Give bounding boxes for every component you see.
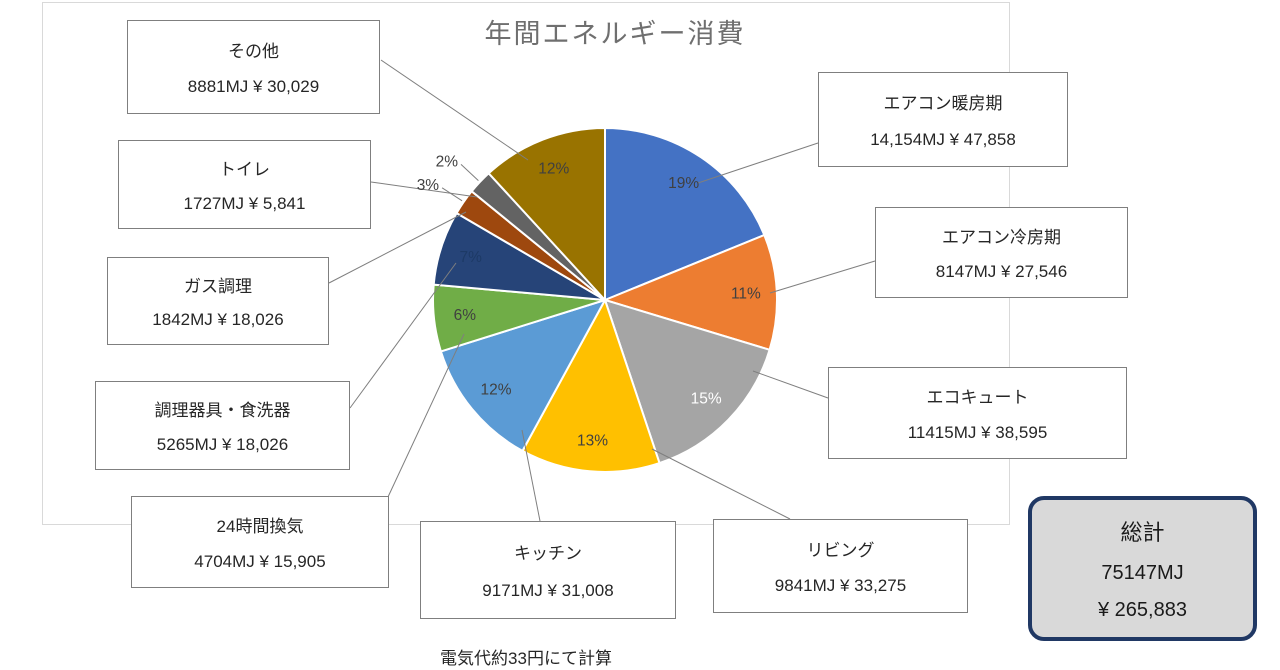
leader-line-toilet [370, 181, 478, 198]
callout-label: エコキュート [926, 388, 1029, 407]
pie-slice-pct-label: 7% [459, 249, 482, 266]
callout-cooking-appliances: 調理器具・食洗器 5265MJ ¥ 18,026 [95, 381, 350, 470]
callout-label: トイレ [219, 160, 270, 179]
callout-value: 9841MJ ¥ 33,275 [774, 576, 907, 596]
callout-other: その他 8881MJ ¥ 30,029 [127, 20, 380, 114]
total-label: 総計 [1120, 519, 1165, 545]
leader-line-ecocute [752, 370, 829, 399]
callout-label: ガス調理 [184, 276, 252, 296]
callout-value: 9171MJ ¥ 31,008 [482, 581, 614, 600]
total-box: 総計 75147MJ ¥ 265,883 [1028, 496, 1257, 641]
pie-slice-エアコン冷房期 [602, 233, 778, 352]
callout-gas-cooking: ガス調理 1842MJ ¥ 18,026 [107, 257, 329, 345]
pie-slice-pct-label: 12% [480, 382, 511, 399]
callout-ecocute: エコキュート 11415MJ ¥ 38,595 [828, 367, 1127, 459]
leader-line-other [380, 59, 529, 161]
pie-slice-pct-label: 13% [577, 433, 608, 450]
leader-line-ac-heating [697, 142, 819, 184]
callout-kitchen: キッチン 9171MJ ¥ 31,008 [420, 521, 676, 619]
callout-value: 8147MJ ¥ 27,546 [935, 262, 1068, 282]
pie-slice-pct-label: 15% [691, 390, 722, 407]
pie-slice-エアコン暖房期 [604, 126, 766, 302]
pie-slice-その他 [487, 126, 606, 303]
pie-slice-リビング [521, 297, 661, 473]
leader-line-living [651, 448, 791, 520]
pct-leader-line [441, 187, 463, 202]
callout-label: 24時間換気 [216, 517, 304, 536]
callout-value: 8881MJ ¥ 30,029 [187, 77, 320, 97]
pie-slice-pct-label: 11% [731, 285, 761, 302]
pie-percentage-labels-group: 19% 11% 15% 13% 12% 6% 7% 3% 2% 12% [417, 153, 761, 449]
pie-slice-pct-label: 2% [436, 153, 459, 170]
callout-label: その他 [228, 41, 279, 61]
callout-label: リビング [806, 540, 875, 560]
callout-value: 4704MJ ¥ 15,905 [194, 552, 326, 571]
callout-label: 調理器具・食洗器 [154, 401, 291, 420]
callout-value: 1842MJ ¥ 18,026 [152, 310, 284, 330]
callout-value: 14,154MJ ¥ 47,858 [870, 130, 1016, 149]
callout-ac-heating: エアコン暖房期 14,154MJ ¥ 47,858 [818, 72, 1068, 167]
callout-label: エアコン冷房期 [942, 227, 1061, 247]
callout-value: 11415MJ ¥ 38,595 [907, 423, 1048, 442]
chart-title: 年間エネルギー消費 [484, 19, 746, 49]
total-cost: ¥ 265,883 [1098, 599, 1187, 622]
callout-value: 5265MJ ¥ 18,026 [156, 435, 289, 454]
pie-slice-キッチン [439, 298, 608, 453]
callout-toilet: トイレ 1727MJ ¥ 5,841 [118, 140, 371, 229]
callout-ventilation: 24時間換気 4704MJ ¥ 15,905 [131, 496, 389, 588]
pie-slice-pct-label: 12% [538, 161, 569, 178]
callout-label: エアコン暖房期 [883, 94, 1003, 113]
pie-slices-group [432, 126, 778, 473]
footer-note: 電気代約33円にて計算 [440, 649, 612, 668]
callout-value: 1727MJ ¥ 5,841 [183, 194, 306, 213]
callout-living: リビング 9841MJ ¥ 33,275 [713, 519, 968, 613]
leader-line-cooking-appliances [349, 262, 457, 409]
leader-line-ventilation [387, 333, 465, 498]
pct-leader-line [460, 164, 479, 181]
pie-slice-pct-label: 6% [454, 307, 477, 324]
leader-line-gas-cooking [328, 211, 467, 284]
leader-line-ac-cooling [769, 260, 876, 294]
pie-slice-pct-label: 19% [668, 175, 699, 192]
callout-ac-cooling: エアコン冷房期 8147MJ ¥ 27,546 [875, 207, 1128, 298]
callout-label: キッチン [514, 544, 582, 563]
total-mj: 75147MJ [1101, 561, 1184, 584]
pie-slice-pct-label: 3% [417, 177, 440, 194]
leader-line-kitchen [521, 429, 541, 522]
callout-leader-lines [328, 59, 876, 522]
